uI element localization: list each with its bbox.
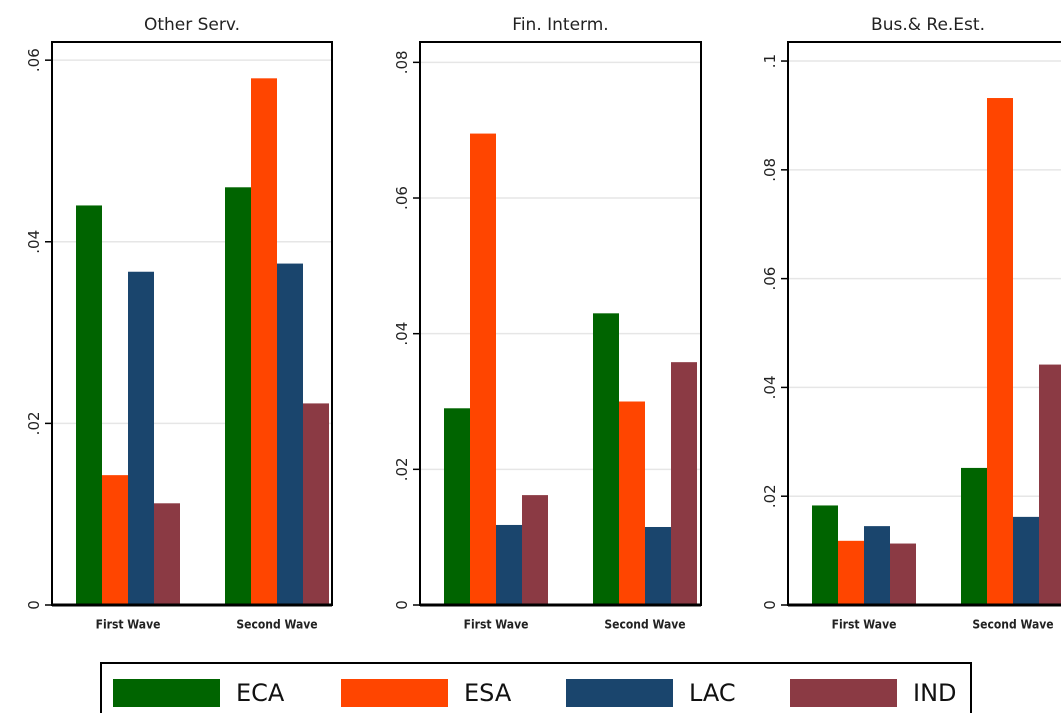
bar-eca-2 [225, 187, 251, 605]
bar-ind-1 [522, 495, 548, 605]
bar-ind-1 [890, 543, 916, 605]
bar-ind-1 [154, 503, 180, 605]
bar-eca-2 [961, 467, 987, 605]
bar-lac-2 [1013, 516, 1039, 605]
x-category-label: First Wave [96, 618, 161, 632]
bar-eca-1 [76, 205, 102, 606]
y-tick-label: .02 [25, 411, 43, 435]
y-tick-label: .08 [393, 50, 411, 74]
y-tick-label: 0 [761, 600, 779, 610]
x-category-label: Second Wave [236, 618, 317, 632]
y-tick-label: .08 [761, 158, 779, 182]
bar-lac-2 [645, 526, 671, 605]
bar-esa-1 [838, 540, 864, 605]
y-tick-label: .06 [393, 186, 411, 210]
legend-swatch-lac [566, 679, 673, 707]
bar-esa-1 [470, 133, 496, 605]
y-tick-label: .04 [761, 375, 779, 399]
legend-swatch-esa [341, 679, 448, 707]
y-tick-label: 0 [25, 600, 43, 610]
bar-ind-2 [303, 403, 329, 605]
bar-ind-2 [1039, 364, 1061, 605]
panel-3: 0 .02 .04 .06 .08 .1 First Wave Second Wave Bus.… [761, 15, 1061, 632]
bar-lac-1 [496, 524, 522, 605]
legend-label-ind: IND [913, 679, 957, 707]
panel-1: 0 .02 .04 .06 First Wave Second Wave Other Ser… [25, 15, 333, 632]
bar-lac-1 [128, 271, 154, 605]
chart-panels: 0 .02 .04 .06 First Wave Second Wave Other Ser… [25, 15, 1061, 632]
x-category-label: Second Wave [972, 618, 1053, 632]
bar-esa-2 [251, 78, 277, 606]
bar-lac-1 [864, 526, 890, 605]
y-tick-label: .02 [761, 484, 779, 508]
y-tick-label: .04 [25, 230, 43, 254]
bar-esa-2 [987, 98, 1013, 606]
panel-title: Other Serv. [144, 15, 240, 35]
panel-2: 0 .02 .04 .06 .08 First Wave Second Wave Fin. I… [393, 15, 702, 632]
y-tick-label: .06 [761, 267, 779, 291]
y-tick-label: .04 [393, 322, 411, 346]
bar-eca-1 [812, 505, 838, 605]
legend: ECA ESA LAC IND [100, 662, 972, 713]
y-tick-label: .1 [761, 54, 779, 68]
legend-swatch-eca [113, 679, 220, 707]
y-tick-label: .06 [25, 48, 43, 72]
bar-esa-2 [619, 401, 645, 605]
bar-eca-1 [444, 408, 470, 605]
bar-lac-2 [277, 263, 303, 605]
legend-swatch-ind [790, 679, 897, 707]
bar-eca-2 [593, 313, 619, 605]
legend-label-eca: ECA [236, 679, 285, 707]
legend-label-lac: LAC [689, 679, 736, 707]
x-category-label: First Wave [464, 618, 529, 632]
panel-title: Bus.& Re.Est. [871, 15, 985, 35]
panel-title: Fin. Interm. [512, 15, 608, 35]
x-category-label: First Wave [832, 618, 897, 632]
bar-ind-2 [671, 362, 697, 605]
bar-esa-1 [102, 475, 128, 605]
x-category-label: Second Wave [604, 618, 685, 632]
legend-label-esa: ESA [464, 679, 512, 707]
y-tick-label: .02 [393, 457, 411, 481]
y-tick-label: 0 [393, 600, 411, 610]
